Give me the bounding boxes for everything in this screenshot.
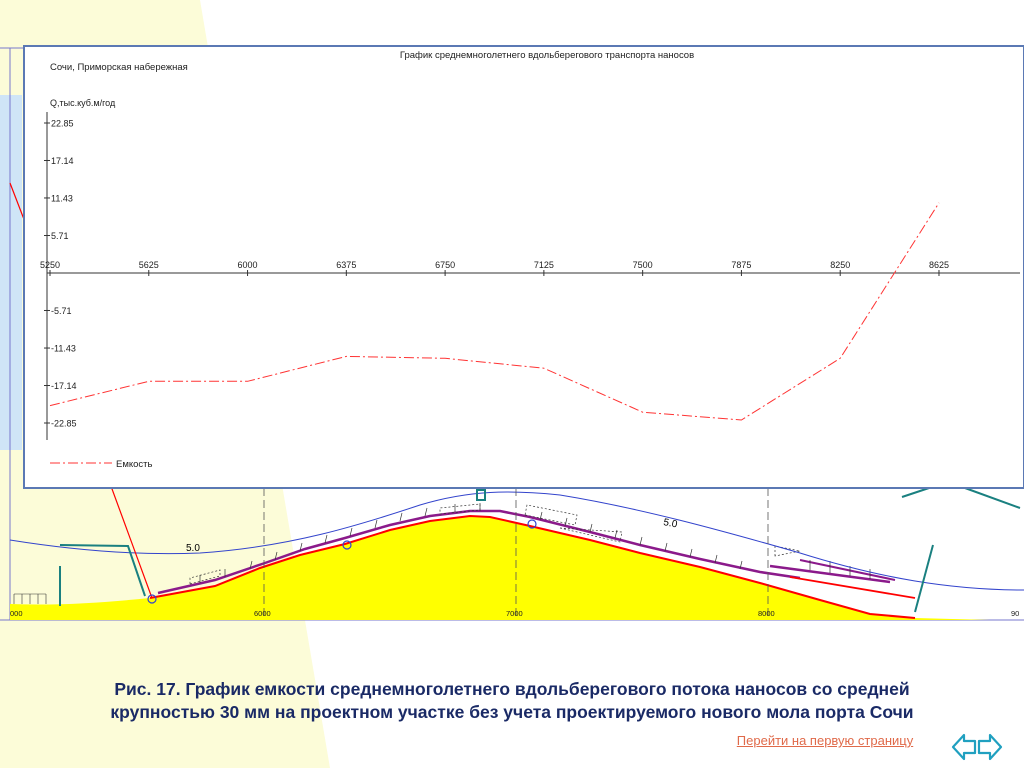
shoreline-offshore xyxy=(789,576,916,599)
coastal-map: 5.0 5.0 000 6000 7000 8000 90 xyxy=(0,47,1024,621)
y-ticks: 22.85 17.14 11.43 5.71 -5.71 -11.43 -17.14 -22.… xyxy=(44,119,77,429)
left-structures xyxy=(13,593,47,604)
x-ticks: 5250 5625 6000 6375 6750 7125 7500 7875 8250 8625 xyxy=(40,260,949,276)
arrow-left-icon[interactable] xyxy=(951,733,977,761)
y-tick-label: 11.43 xyxy=(51,193,73,203)
map-x-label-4: 90 xyxy=(1011,609,1019,618)
y-tick-label: 17.14 xyxy=(51,156,74,166)
design-profile-offshore xyxy=(799,559,896,581)
y-tick-label: -22.85 xyxy=(51,419,77,429)
caption-line-2: крупностью 30 мм на проектном участке бе… xyxy=(110,702,914,722)
x-tick-label: 7875 xyxy=(731,260,751,270)
first-page-link[interactable]: Перейти на первую страницу xyxy=(736,733,914,748)
x-tick-label: 5250 xyxy=(40,260,60,270)
legend: Емкость xyxy=(50,459,153,470)
beach-area xyxy=(10,516,990,620)
red-ray-left xyxy=(107,477,153,599)
groins xyxy=(59,485,1021,613)
depth-label-right: 5.0 xyxy=(662,517,678,530)
x-tick-label: 8250 xyxy=(830,260,850,270)
x-tick-label: 6750 xyxy=(435,260,455,270)
breakwater-marker xyxy=(476,489,486,501)
y-axis-label: Q,тыс.куб.м/год xyxy=(50,98,116,108)
shoreline xyxy=(149,514,916,619)
y-tick-label: -5.71 xyxy=(51,306,72,316)
red-ray-top xyxy=(9,182,26,223)
groin-left xyxy=(59,544,146,597)
depth-label-left: 5.0 xyxy=(186,543,200,554)
legend-label: Емкость xyxy=(116,459,153,470)
map-x-label-1: 6000 xyxy=(254,609,271,618)
map-x-label-2: 7000 xyxy=(506,609,523,618)
y-tick-label: 5.71 xyxy=(51,231,69,241)
x-tick-label: 7500 xyxy=(633,260,653,270)
caption-line-1: Рис. 17. График емкости среднемноголетне… xyxy=(114,679,910,699)
profile-hatches xyxy=(189,503,871,585)
x-tick-label: 7125 xyxy=(534,260,554,270)
x-tick-label: 6375 xyxy=(336,260,356,270)
x-tick-label: 5625 xyxy=(139,260,159,270)
depth-contour-5m xyxy=(9,491,1024,591)
marker-2 xyxy=(342,540,352,550)
nav-arrows-icon[interactable] xyxy=(950,730,1004,764)
y-tick-label: -17.14 xyxy=(51,381,77,391)
map-x-label-3: 8000 xyxy=(758,609,775,618)
groin-top-right xyxy=(901,485,1021,509)
design-profile xyxy=(157,509,801,595)
design-profile-right xyxy=(769,564,891,584)
chart-title: График среднемноголетнего вдольбереговог… xyxy=(400,50,694,61)
chart-panel-frame xyxy=(23,45,1024,489)
x-tick-label: 8625 xyxy=(929,260,949,270)
y-tick-label: -11.43 xyxy=(51,344,76,354)
arrow-right-icon[interactable] xyxy=(977,733,1003,761)
chart-panel: График среднемноголетнего вдольбереговог… xyxy=(23,45,1024,489)
chart-subtitle: Сочи, Приморская набережная xyxy=(50,62,188,73)
figure-caption: Рис. 17. График емкости среднемноголетне… xyxy=(20,678,1004,724)
marker-1 xyxy=(147,594,157,604)
marker-3 xyxy=(527,519,537,529)
y-tick-label: 22.85 xyxy=(51,119,74,129)
groin-right xyxy=(914,544,934,613)
map-x-label-0: 000 xyxy=(10,609,23,618)
x-tick-label: 6000 xyxy=(238,260,258,270)
map-grid xyxy=(263,488,769,620)
series-line-emkost xyxy=(49,202,940,421)
